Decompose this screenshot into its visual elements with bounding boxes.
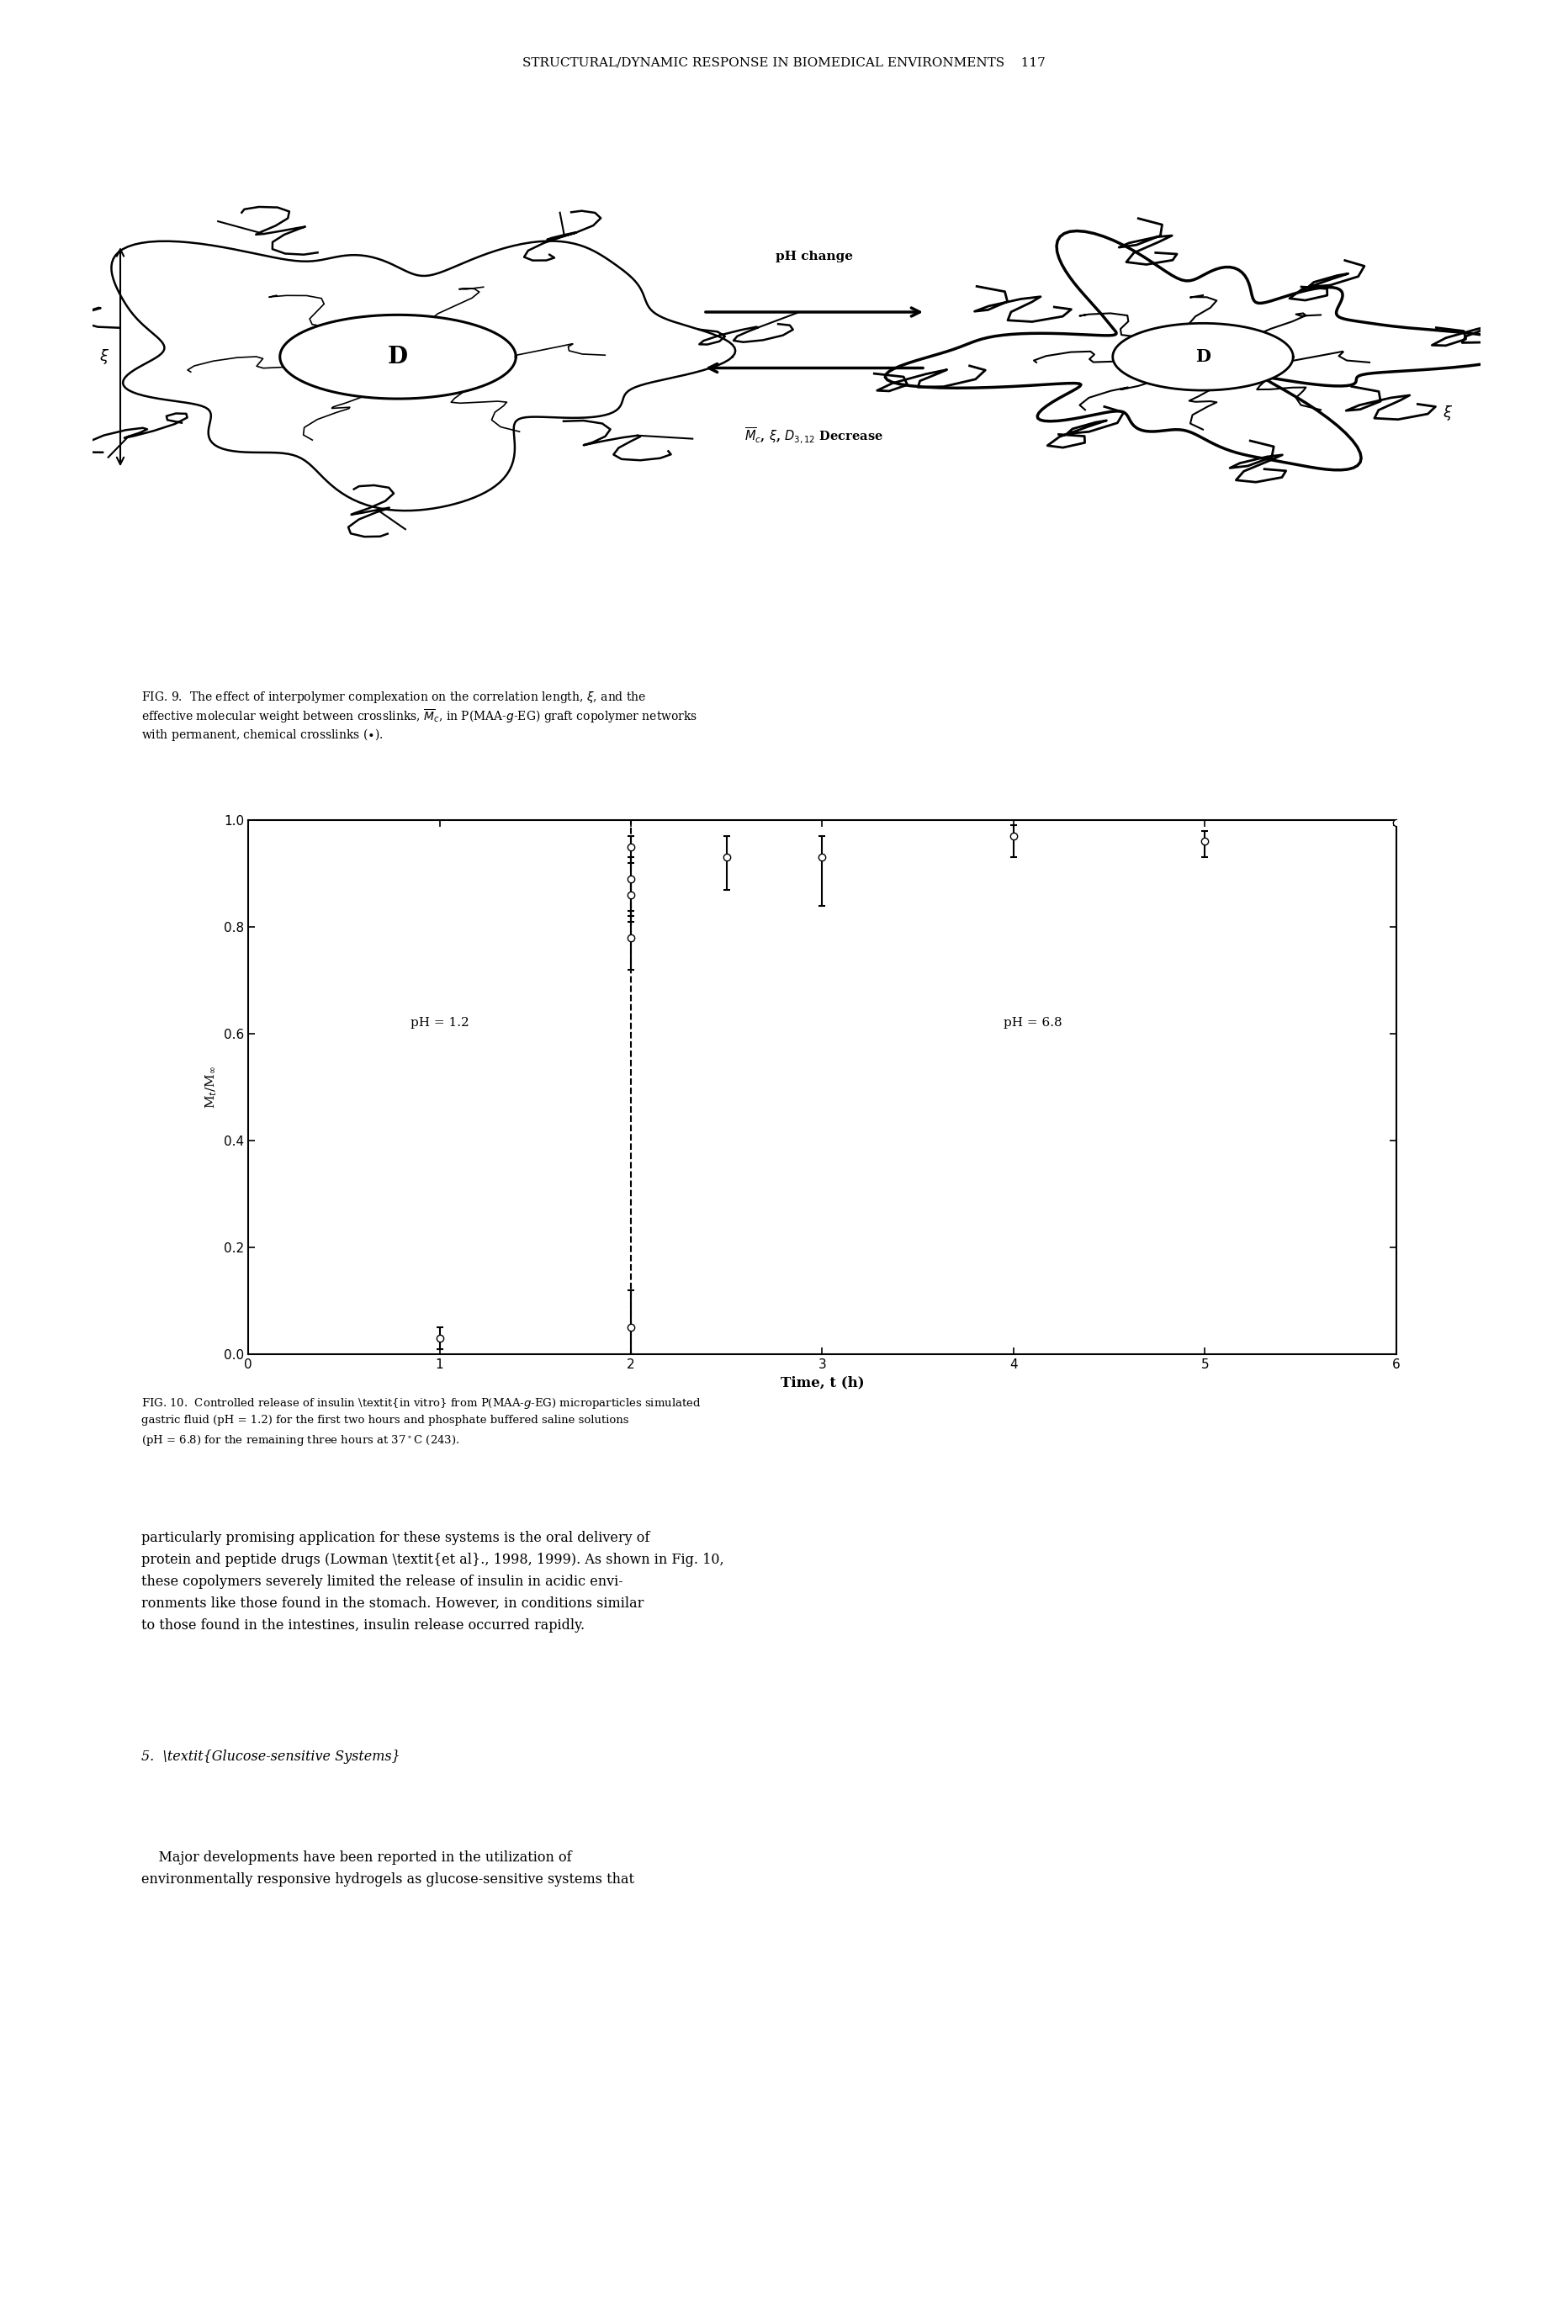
Text: these copolymers severely limited the release of insulin in acidic envi-: these copolymers severely limited the re… — [141, 1576, 622, 1590]
Text: pH change: pH change — [776, 251, 853, 263]
Text: to those found in the intestines, insulin release occurred rapidly.: to those found in the intestines, insuli… — [141, 1618, 585, 1631]
Text: with permanent, chemical crosslinks ($\bullet$).: with permanent, chemical crosslinks ($\b… — [141, 727, 383, 744]
X-axis label: Time, t (h): Time, t (h) — [781, 1376, 864, 1390]
Text: FIG. 9.  The effect of interpolymer complexation on the correlation length, $\xi: FIG. 9. The effect of interpolymer compl… — [141, 690, 646, 704]
Text: STRUCTURAL/DYNAMIC RESPONSE IN BIOMEDICAL ENVIRONMENTS    117: STRUCTURAL/DYNAMIC RESPONSE IN BIOMEDICA… — [522, 58, 1046, 70]
Text: pH = 6.8: pH = 6.8 — [1004, 1018, 1062, 1030]
Text: ronments like those found in the stomach. However, in conditions similar: ronments like those found in the stomach… — [141, 1597, 643, 1611]
Text: environmentally responsive hydrogels as glucose-sensitive systems that: environmentally responsive hydrogels as … — [141, 1873, 633, 1887]
Text: $\xi$: $\xi$ — [99, 349, 110, 367]
Text: gastric fluid (pH = 1.2) for the first two hours and phosphate buffered saline s: gastric fluid (pH = 1.2) for the first t… — [141, 1415, 629, 1425]
Text: $\xi$: $\xi$ — [1443, 404, 1454, 423]
Text: particularly promising application for these systems is the oral delivery of: particularly promising application for t… — [141, 1532, 649, 1545]
Text: 5.  \textit{Glucose-sensitive Systems}: 5. \textit{Glucose-sensitive Systems} — [141, 1750, 400, 1764]
Polygon shape — [1113, 323, 1294, 390]
Text: effective molecular weight between crosslinks, $\overline{M}_c$, in P(MAA-$g$-EG: effective molecular weight between cross… — [141, 709, 698, 725]
Text: D: D — [387, 346, 408, 367]
Text: FIG. 10.  Controlled release of insulin \textit{in vitro} from P(MAA-$g$-EG) mic: FIG. 10. Controlled release of insulin \… — [141, 1397, 701, 1411]
Polygon shape — [111, 242, 735, 511]
Y-axis label: M$_t$/M$_\infty$: M$_t$/M$_\infty$ — [204, 1067, 220, 1109]
Polygon shape — [886, 230, 1530, 469]
Text: pH = 1.2: pH = 1.2 — [411, 1018, 469, 1030]
Text: protein and peptide drugs (Lowman \textit{et al}., 1998, 1999). As shown in Fig.: protein and peptide drugs (Lowman \texti… — [141, 1552, 724, 1566]
Polygon shape — [281, 314, 516, 400]
Text: $\overline{M}_{c}$, $\xi$, $D_{3,12}$ Decrease: $\overline{M}_{c}$, $\xi$, $D_{3,12}$ De… — [745, 425, 884, 444]
Text: D: D — [1195, 349, 1210, 365]
Text: Major developments have been reported in the utilization of: Major developments have been reported in… — [141, 1850, 571, 1864]
Text: (pH = 6.8) for the remaining three hours at 37$^\circ$C (243).: (pH = 6.8) for the remaining three hours… — [141, 1434, 459, 1448]
